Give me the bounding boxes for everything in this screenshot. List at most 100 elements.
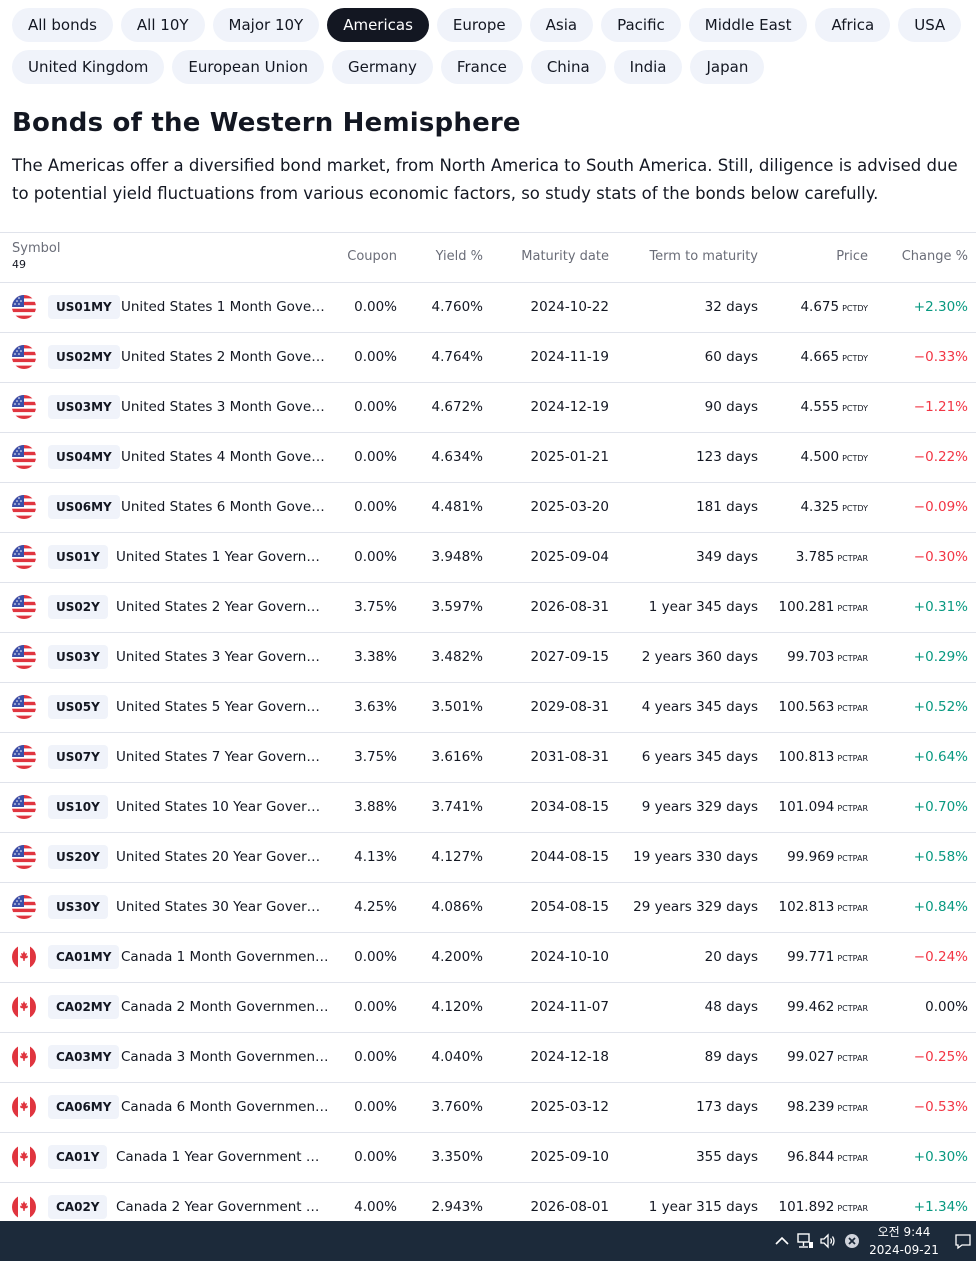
maturity-date: 2025-03-12 bbox=[530, 1099, 609, 1115]
ticker-badge[interactable]: CA01MY bbox=[48, 945, 120, 969]
tab-china[interactable]: China bbox=[530, 50, 606, 84]
coupon-value: 0.00% bbox=[354, 999, 397, 1015]
ticker-badge[interactable]: CA02Y bbox=[48, 1195, 108, 1219]
ticker-badge[interactable]: US10Y bbox=[48, 795, 108, 819]
bond-name[interactable]: Canada 2 Year Government … bbox=[116, 1199, 320, 1215]
tab-all-10y[interactable]: All 10Y bbox=[120, 8, 205, 42]
change-value: +0.31% bbox=[913, 599, 968, 615]
tab-all-bonds[interactable]: All bonds bbox=[12, 8, 113, 42]
table-row[interactable]: US02Y United States 2 Year Govern… 3.75% 3.… bbox=[0, 583, 976, 633]
ticker-badge[interactable]: US04MY bbox=[48, 445, 120, 469]
table-row[interactable]: US04MY United States 4 Month Gove… 0.00% 4.… bbox=[0, 433, 976, 483]
price-cell: 4.665 PCTDY bbox=[800, 333, 868, 383]
yield-value: 3.948% bbox=[431, 549, 483, 565]
ticker-badge[interactable]: US01MY bbox=[48, 295, 120, 319]
price-value: 98.239 bbox=[787, 1099, 835, 1115]
table-row[interactable]: US03Y United States 3 Year Govern… 3.38% 3.… bbox=[0, 633, 976, 683]
column-header-maturity[interactable]: Maturity date bbox=[521, 249, 609, 264]
tab-united-kingdom[interactable]: United Kingdom bbox=[12, 50, 165, 84]
bond-name[interactable]: United States 6 Month Gove… bbox=[121, 499, 325, 515]
price-cell: 101.094 PCTPAR bbox=[779, 783, 868, 833]
table-row[interactable]: CA01Y Canada 1 Year Government … 0.00% 3.35… bbox=[0, 1133, 976, 1183]
price-unit: PCTDY bbox=[842, 454, 868, 463]
bond-name[interactable]: United States 3 Month Gove… bbox=[121, 399, 325, 415]
ticker-badge[interactable]: US06MY bbox=[48, 495, 120, 519]
bond-name[interactable]: United States 30 Year Gover… bbox=[116, 899, 321, 915]
chevron-up-icon[interactable] bbox=[772, 1231, 792, 1251]
table-row[interactable]: CA02MY Canada 2 Month Governmen… 0.00% 4.12… bbox=[0, 983, 976, 1033]
price-value: 100.563 bbox=[778, 699, 835, 715]
column-header-price[interactable]: Price bbox=[836, 249, 868, 264]
tab-africa[interactable]: Africa bbox=[815, 8, 891, 42]
ticker-badge[interactable]: US05Y bbox=[48, 695, 108, 719]
tab-european-union[interactable]: European Union bbox=[172, 50, 324, 84]
bond-name[interactable]: United States 3 Year Govern… bbox=[116, 649, 320, 665]
table-row[interactable]: US02MY United States 2 Month Gove… 0.00% 4.… bbox=[0, 333, 976, 383]
tab-asia[interactable]: Asia bbox=[529, 8, 594, 42]
us-flag-icon bbox=[12, 745, 36, 769]
table-row[interactable]: US07Y United States 7 Year Govern… 3.75% 3.… bbox=[0, 733, 976, 783]
column-header-term[interactable]: Term to maturity bbox=[649, 249, 758, 264]
bond-name[interactable]: United States 5 Year Govern… bbox=[116, 699, 320, 715]
table-row[interactable]: US10Y United States 10 Year Gover… 3.88% 3.… bbox=[0, 783, 976, 833]
tab-pacific[interactable]: Pacific bbox=[601, 8, 681, 42]
column-header-change[interactable]: Change % bbox=[901, 249, 968, 264]
tab-japan[interactable]: Japan bbox=[690, 50, 765, 84]
system-clock[interactable]: 오전 9:44 2024-09-21 bbox=[866, 1223, 942, 1259]
table-row[interactable]: CA03MY Canada 3 Month Governmen… 0.00% 4.04… bbox=[0, 1033, 976, 1083]
tab-usa[interactable]: USA bbox=[898, 8, 962, 42]
ticker-badge[interactable]: US07Y bbox=[48, 745, 108, 769]
bond-name[interactable]: United States 1 Year Govern… bbox=[116, 549, 320, 565]
table-row[interactable]: US30Y United States 30 Year Gover… 4.25% 4.… bbox=[0, 883, 976, 933]
table-row[interactable]: US01Y United States 1 Year Govern… 0.00% 3.… bbox=[0, 533, 976, 583]
table-row[interactable]: US06MY United States 6 Month Gove… 0.00% 4.… bbox=[0, 483, 976, 533]
tab-major-10y[interactable]: Major 10Y bbox=[212, 8, 320, 42]
table-row[interactable]: CA06MY Canada 6 Month Governmen… 0.00% 3.76… bbox=[0, 1083, 976, 1133]
term-to-maturity: 6 years 345 days bbox=[641, 749, 758, 765]
column-header-coupon[interactable]: Coupon bbox=[347, 249, 397, 264]
bond-name[interactable]: United States 10 Year Gover… bbox=[116, 799, 321, 815]
table-row[interactable]: US03MY United States 3 Month Gove… 0.00% 4.… bbox=[0, 383, 976, 433]
tab-india[interactable]: India bbox=[613, 50, 683, 84]
bond-name[interactable]: Canada 3 Month Governmen… bbox=[121, 1049, 329, 1065]
tab-row-2: United Kingdom European Union Germany Franc… bbox=[12, 50, 765, 84]
ticker-badge[interactable]: CA03MY bbox=[48, 1045, 120, 1069]
bond-name[interactable]: United States 7 Year Govern… bbox=[116, 749, 320, 765]
close-circle-icon[interactable] bbox=[842, 1231, 862, 1251]
bond-name[interactable]: United States 4 Month Gove… bbox=[121, 449, 325, 465]
table-row[interactable]: US20Y United States 20 Year Gover… 4.13% 4.… bbox=[0, 833, 976, 883]
bond-name[interactable]: United States 1 Month Gove… bbox=[121, 299, 325, 315]
ticker-badge[interactable]: US20Y bbox=[48, 845, 108, 869]
notification-icon[interactable] bbox=[953, 1231, 973, 1251]
ticker-badge[interactable]: US01Y bbox=[48, 545, 108, 569]
ticker-badge[interactable]: US30Y bbox=[48, 895, 108, 919]
tab-americas[interactable]: Americas bbox=[327, 8, 429, 42]
table-row[interactable]: US01MY United States 1 Month Gove… 0.00% 4.… bbox=[0, 283, 976, 333]
price-unit: PCTPAR bbox=[837, 1154, 868, 1163]
ticker-badge[interactable]: CA01Y bbox=[48, 1145, 108, 1169]
bond-name[interactable]: United States 20 Year Gover… bbox=[116, 849, 321, 865]
ticker-badge[interactable]: US02Y bbox=[48, 595, 108, 619]
column-header-symbol[interactable]: Symbol 49 bbox=[12, 241, 60, 273]
ticker-badge[interactable]: CA02MY bbox=[48, 995, 120, 1019]
tab-europe[interactable]: Europe bbox=[436, 8, 522, 42]
bond-name[interactable]: Canada 1 Year Government … bbox=[116, 1149, 320, 1165]
yield-value: 4.481% bbox=[431, 499, 483, 515]
tab-middle-east[interactable]: Middle East bbox=[688, 8, 808, 42]
bond-name[interactable]: United States 2 Year Govern… bbox=[116, 599, 320, 615]
ticker-badge[interactable]: CA06MY bbox=[48, 1095, 120, 1119]
ticker-badge[interactable]: US02MY bbox=[48, 345, 120, 369]
ticker-badge[interactable]: US03MY bbox=[48, 395, 120, 419]
tab-france[interactable]: France bbox=[440, 50, 523, 84]
network-icon[interactable] bbox=[795, 1231, 815, 1251]
volume-icon[interactable] bbox=[818, 1231, 838, 1251]
table-row[interactable]: US05Y United States 5 Year Govern… 3.63% 3.… bbox=[0, 683, 976, 733]
ticker-badge[interactable]: US03Y bbox=[48, 645, 108, 669]
bond-name[interactable]: Canada 2 Month Governmen… bbox=[121, 999, 329, 1015]
column-header-yield[interactable]: Yield % bbox=[435, 249, 483, 264]
bond-name[interactable]: Canada 6 Month Governmen… bbox=[121, 1099, 329, 1115]
bond-name[interactable]: United States 2 Month Gove… bbox=[121, 349, 325, 365]
bond-name[interactable]: Canada 1 Month Governmen… bbox=[121, 949, 329, 965]
tab-germany[interactable]: Germany bbox=[331, 50, 433, 84]
table-row[interactable]: CA01MY Canada 1 Month Governmen… 0.00% 4.20… bbox=[0, 933, 976, 983]
